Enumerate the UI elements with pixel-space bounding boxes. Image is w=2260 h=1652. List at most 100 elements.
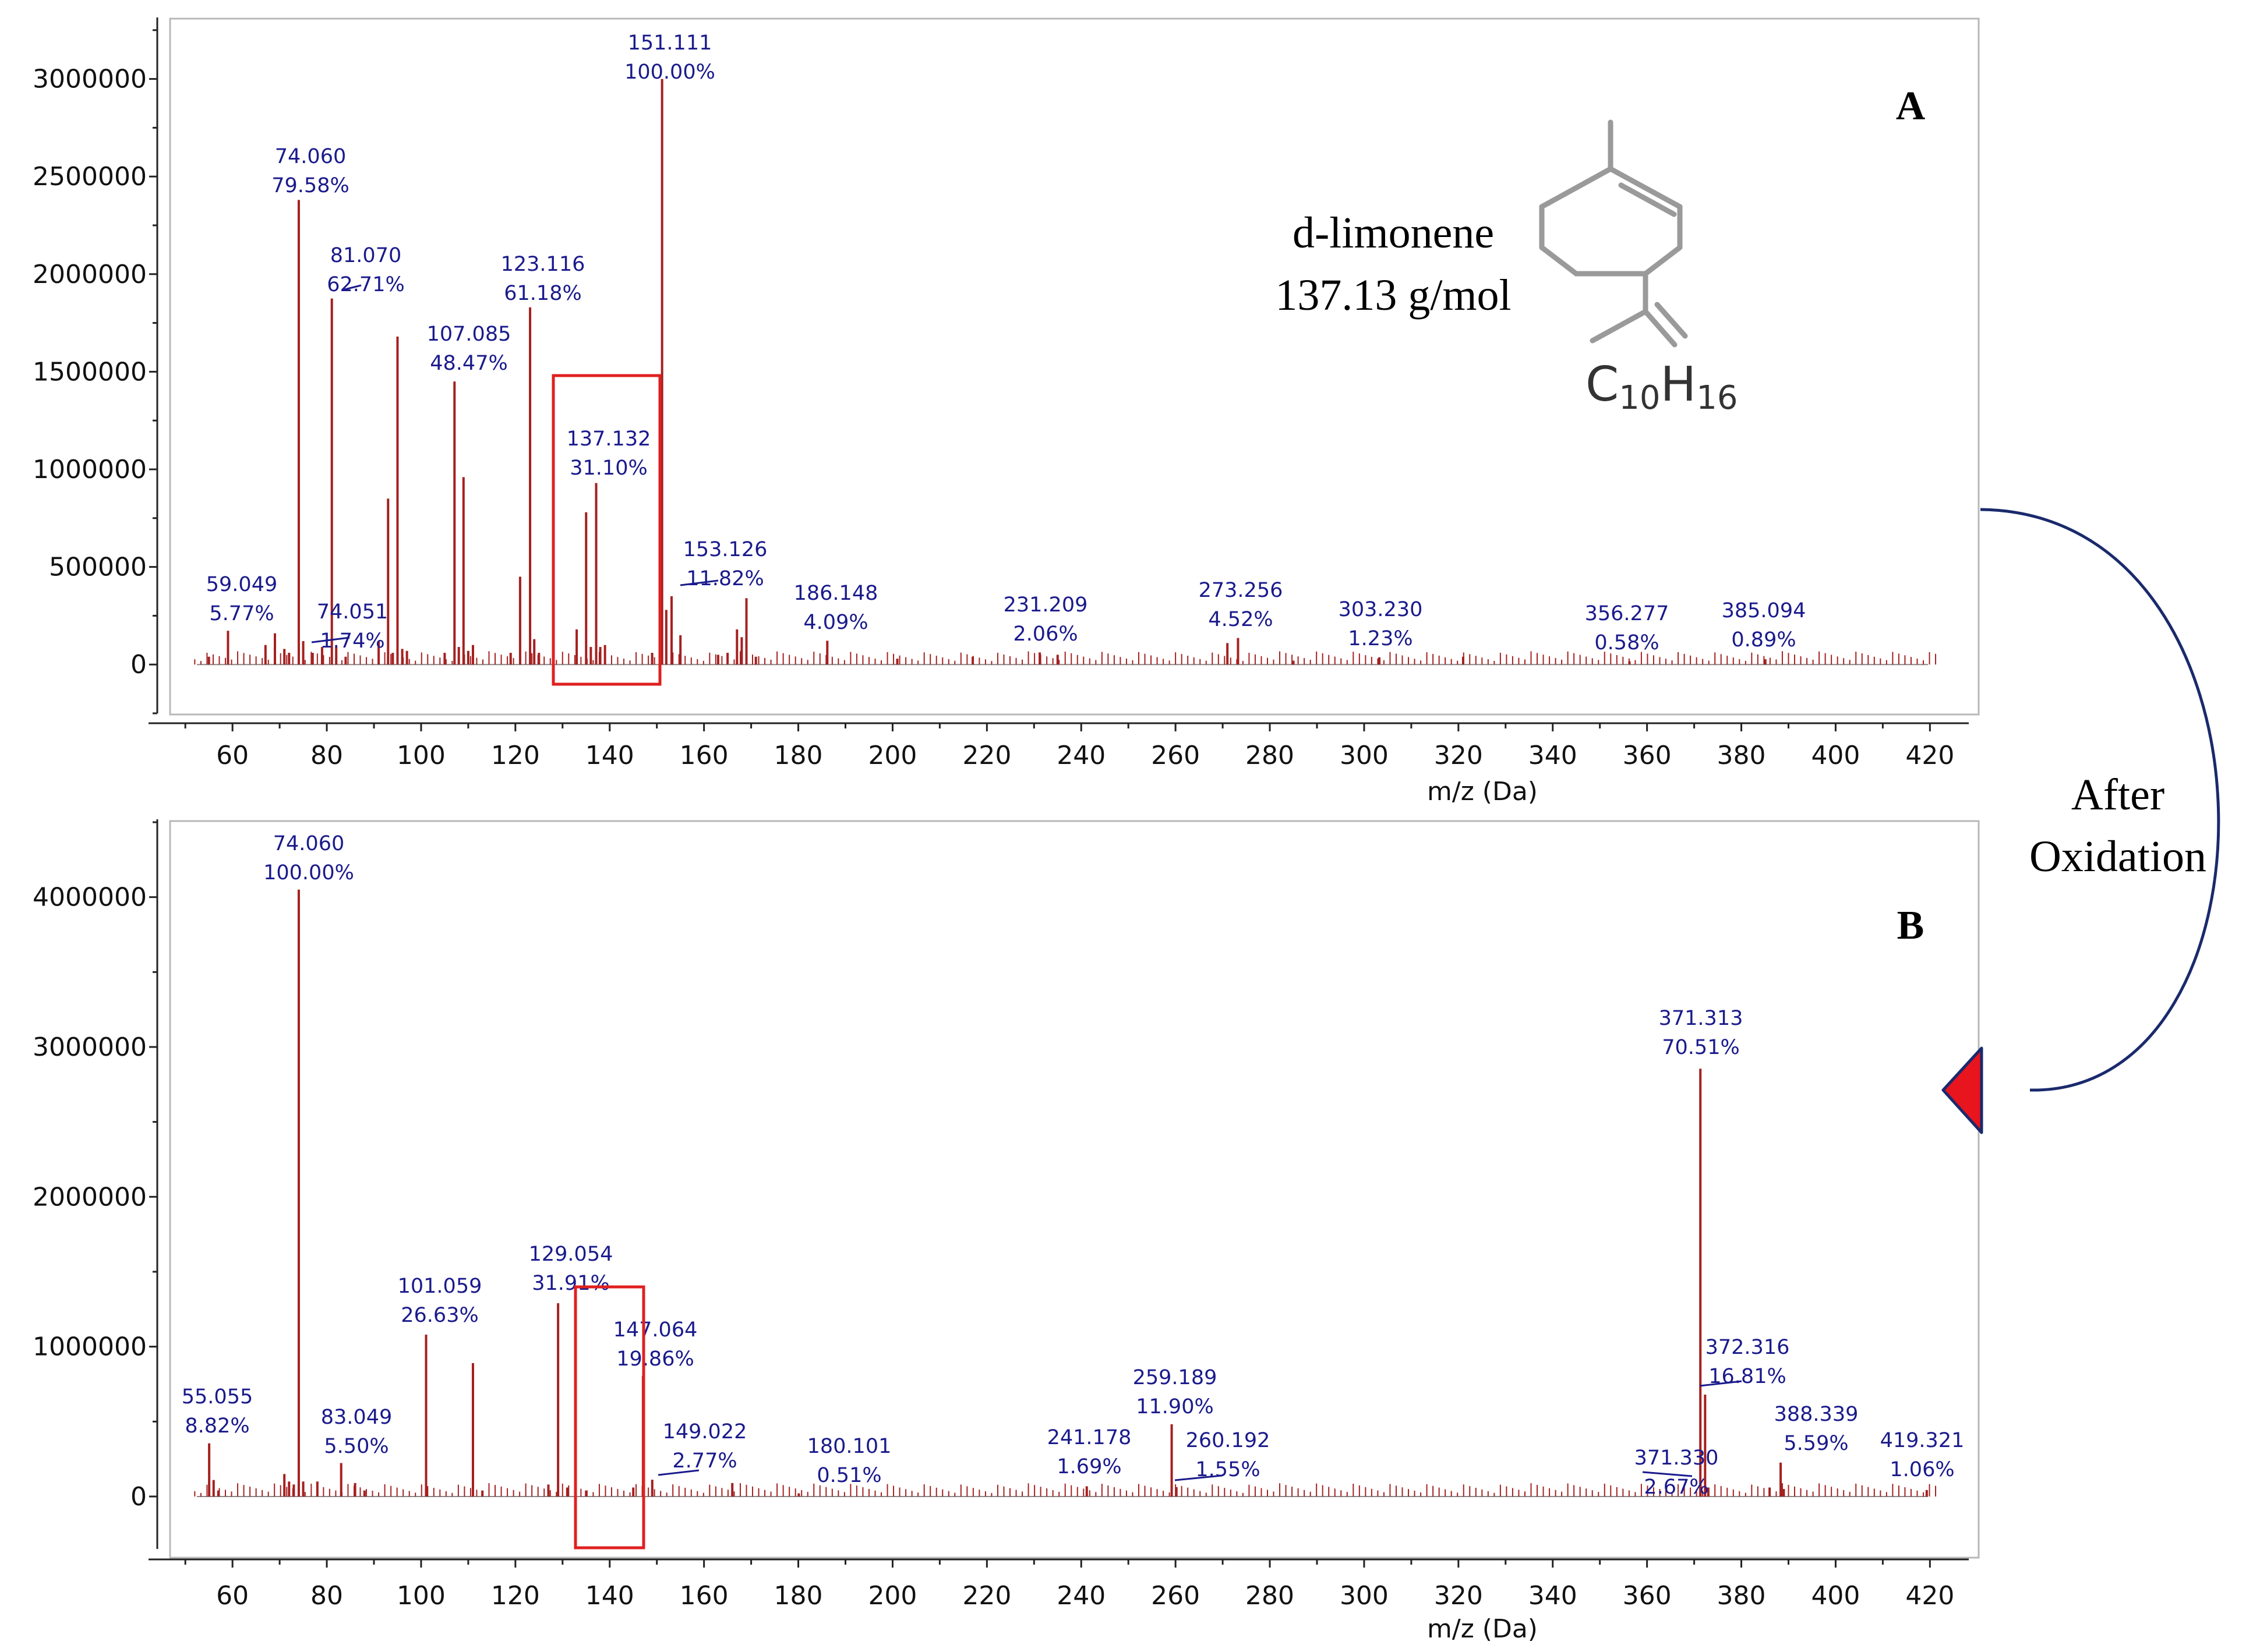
panel-b-letter: B	[1897, 903, 1924, 948]
peak-label-percent: 4.09%	[803, 611, 868, 634]
peak-label-mz: 180.101	[807, 1435, 892, 1458]
peak-label-percent: 5.77%	[209, 602, 274, 625]
x-tick-label: 240	[1057, 741, 1106, 770]
oxidation-arrowhead	[1941, 1046, 1983, 1134]
x-tick-label: 100	[397, 741, 446, 770]
peak-label-leader	[1699, 1380, 1742, 1387]
peak-label-mz: 259.189	[1133, 1366, 1217, 1389]
peak-label-leader	[1174, 1474, 1223, 1481]
peak-label-mz: 385.094	[1722, 599, 1806, 622]
oxidation-label-line1: After	[2071, 770, 2164, 819]
peak-label-percent: 0.51%	[817, 1464, 881, 1487]
x-tick-label: 180	[774, 1581, 823, 1611]
x-tick-label: 340	[1528, 1581, 1577, 1611]
x-tick-label: 320	[1434, 1581, 1483, 1611]
panel-b-chart: 0 1000000 2000000 3000000 4000000 60 80 100 120 1…	[33, 819, 1980, 1644]
peak-label-mz: 241.178	[1047, 1426, 1132, 1449]
x-tick-label: 200	[868, 741, 917, 770]
peak-label-leader	[658, 1469, 700, 1476]
compound-annotation: d-limonene 137.13 g/mol C10H16	[1275, 119, 1738, 417]
y-tick-label: 4000000	[33, 883, 147, 912]
peak-label-mz: 371.330	[1634, 1446, 1719, 1470]
x-tick-label: 80	[310, 741, 343, 770]
peak-label-mz: 419.321	[1880, 1429, 1965, 1452]
svg-text:C10H16: C10H16	[1585, 357, 1738, 417]
y-tick-label: 3000000	[33, 1032, 147, 1062]
peak-label-mz: 137.132	[567, 427, 651, 451]
x-tick-label: 300	[1340, 741, 1389, 770]
peak-label-percent: 31.91%	[532, 1272, 609, 1295]
y-tick-label: 500000	[49, 553, 147, 582]
peak-label-mz: 107.085	[427, 323, 511, 346]
x-tick-label: 180	[774, 741, 823, 770]
panel-a-x-axis-label: m/z (Da)	[1427, 777, 1538, 806]
panel-a-highlight	[552, 374, 662, 686]
x-tick-label: 120	[491, 741, 540, 770]
x-tick-label: 160	[680, 741, 729, 770]
peak-label-leader	[311, 636, 350, 643]
panel-b-frame	[169, 820, 1980, 1559]
x-tick-label: 120	[491, 1581, 540, 1611]
y-tick-label: 1500000	[33, 357, 147, 387]
x-tick-label: 360	[1623, 1581, 1672, 1611]
molecular-formula: C10H16	[1585, 357, 1738, 417]
panel-b-x-axis-label: m/z (Da)	[1427, 1614, 1538, 1644]
peak-label-percent: 2.67%	[1644, 1476, 1708, 1499]
oxidation-label-line2: Oxidation	[2029, 832, 2206, 881]
formula-c: C	[1585, 357, 1619, 412]
panel-b-axes: 0 1000000 2000000 3000000 4000000 60 80 100 120 1…	[33, 819, 1969, 1611]
x-tick-label: 100	[397, 1581, 446, 1611]
x-tick-label: 340	[1528, 741, 1577, 770]
peak-label-mz: 101.059	[398, 1275, 482, 1298]
peak-label-mz: 186.148	[794, 582, 878, 605]
peak-label-mz: 74.051	[317, 600, 388, 624]
x-tick-label: 400	[1811, 741, 1860, 770]
peak-label-percent: 5.50%	[324, 1435, 389, 1458]
x-tick-label: 360	[1623, 741, 1672, 770]
peak-label-percent: 4.52%	[1208, 608, 1273, 631]
peak-label-mz: 231.209	[1004, 593, 1088, 617]
peak-label-percent: 0.58%	[1594, 631, 1659, 655]
peak-label-percent: 61.18%	[504, 282, 581, 305]
peak-label-mz: 153.126	[683, 538, 768, 561]
peak-label-percent: 1.69%	[1057, 1455, 1121, 1478]
peak-label-percent: 11.82%	[686, 567, 764, 590]
x-tick-label: 60	[216, 741, 249, 770]
x-tick-label: 380	[1717, 1581, 1766, 1611]
peak-label-mz: 74.060	[275, 145, 346, 168]
x-tick-label: 220	[962, 1581, 1011, 1611]
peak-label-mz: 151.111	[628, 31, 712, 55]
peak-label-mz: 55.055	[182, 1385, 253, 1409]
x-tick-label: 140	[585, 741, 634, 770]
peak-label-mz: 83.049	[321, 1406, 392, 1429]
y-tick-label: 3000000	[33, 65, 147, 94]
highlight-box	[552, 374, 662, 686]
peak-label-mz: 59.049	[206, 573, 277, 596]
peak-label-percent: 100.00%	[263, 861, 354, 885]
x-tick-label: 260	[1151, 1581, 1200, 1611]
peak-label-mz: 129.054	[529, 1243, 613, 1266]
panel-b-peak-labels: 74.060 100.00% 55.055 8.82% 83.049 5.50% 101.0…	[182, 832, 1965, 1499]
formula-h: H	[1661, 357, 1697, 412]
x-tick-label: 220	[962, 741, 1011, 770]
peak-label-percent: 31.10%	[570, 457, 647, 480]
peak-label-percent: 2.77%	[672, 1449, 737, 1473]
panel-a-peak-labels: 59.049 5.77% 74.060 79.58% 74.051 1.74% 81.070…	[206, 31, 1806, 655]
peak-label-percent: 8.82%	[185, 1414, 249, 1438]
x-tick-label: 60	[216, 1581, 249, 1611]
peak-label-leader	[1642, 1471, 1693, 1477]
oxidation-arrow: After Oxidation	[1941, 508, 2220, 1134]
panel-a-frame	[169, 17, 1980, 716]
peak-label-percent: 19.86%	[616, 1347, 694, 1371]
y-tick-label: 2000000	[33, 260, 147, 289]
y-tick-label: 1000000	[33, 455, 147, 484]
y-tick-label: 1000000	[33, 1332, 147, 1362]
peak-label-mz: 149.022	[663, 1420, 747, 1444]
x-tick-label: 80	[310, 1581, 343, 1611]
highlight-box	[574, 1285, 645, 1550]
peak-label-leader	[342, 284, 362, 291]
peak-label-percent: 26.63%	[401, 1304, 478, 1327]
peak-label-mz: 74.060	[273, 832, 344, 855]
x-tick-label: 140	[585, 1581, 634, 1611]
